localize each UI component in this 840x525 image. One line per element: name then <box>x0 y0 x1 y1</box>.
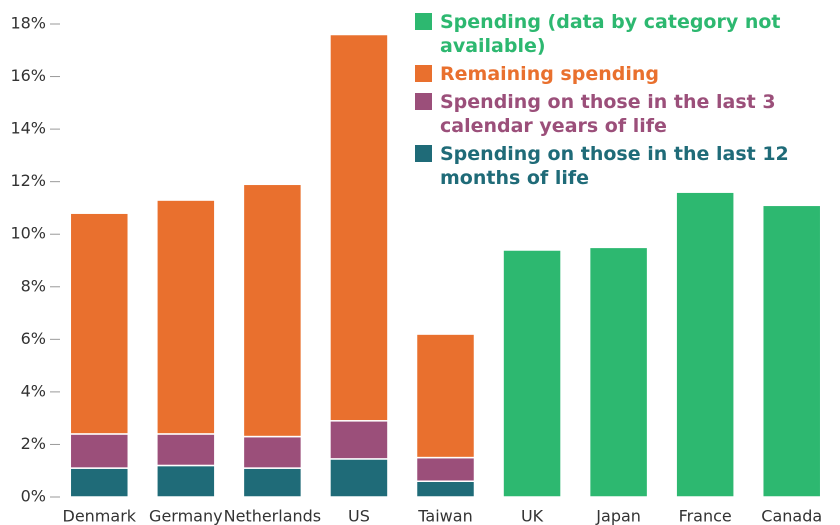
y-tick-label: 6% <box>21 329 46 348</box>
bar-segment <box>242 183 303 438</box>
legend-item: Remaining spending <box>415 62 835 86</box>
x-tick-label: Japan <box>595 507 641 525</box>
bar-segment <box>329 33 389 422</box>
legend-item: Spending on those in the last 3 calendar… <box>415 90 835 138</box>
bar-segment <box>415 480 476 498</box>
bar-segment <box>156 464 216 498</box>
y-tick-label: 8% <box>21 276 46 295</box>
bar-segment <box>761 204 822 498</box>
bar-segment <box>675 191 735 498</box>
legend-swatch <box>415 93 432 110</box>
x-tick-label: Canada <box>761 507 822 525</box>
bar-segment <box>242 467 303 498</box>
y-tick-label: 0% <box>21 487 46 506</box>
y-tick-label: 12% <box>10 171 46 190</box>
legend-label: Remaining spending <box>440 63 659 85</box>
legend-label: Spending on those in the last 12 months … <box>440 143 789 189</box>
legend-swatch <box>415 65 432 82</box>
legend-item: Spending on those in the last 12 months … <box>415 142 835 190</box>
legend-item: Spending (data by category not available… <box>415 10 835 58</box>
y-tick-label: 10% <box>10 224 46 243</box>
legend-label: Spending on those in the last 3 calendar… <box>440 91 776 137</box>
legend-swatch <box>415 145 432 162</box>
legend: Spending (data by category not available… <box>415 10 835 194</box>
bar-segment <box>415 333 476 459</box>
bar-segment <box>329 458 389 498</box>
x-tick-label: Netherlands <box>224 507 322 525</box>
bar-segment <box>329 420 389 460</box>
x-tick-label: Taiwan <box>417 507 472 525</box>
y-tick-label: 4% <box>21 381 46 400</box>
bar-segment <box>588 246 649 498</box>
y-tick-label: 14% <box>10 119 46 138</box>
bar-segment <box>69 433 130 469</box>
legend-label: Spending (data by category not available… <box>440 11 781 57</box>
bar-segment <box>69 467 130 498</box>
x-tick-label: US <box>348 507 370 525</box>
legend-swatch <box>415 13 432 30</box>
bar-segment <box>415 456 476 482</box>
y-tick-label: 16% <box>10 66 46 85</box>
y-tick-label: 18% <box>10 14 46 33</box>
bar-segment <box>502 249 562 498</box>
bar-segment <box>156 199 216 435</box>
bar-segment <box>242 435 303 469</box>
x-tick-label: UK <box>521 507 544 525</box>
x-tick-label: Germany <box>149 507 223 525</box>
bar-segment <box>69 212 130 435</box>
x-tick-label: Denmark <box>63 507 137 525</box>
y-tick-label: 2% <box>21 434 46 453</box>
bar-segment <box>156 433 216 467</box>
x-tick-label: France <box>679 507 732 525</box>
